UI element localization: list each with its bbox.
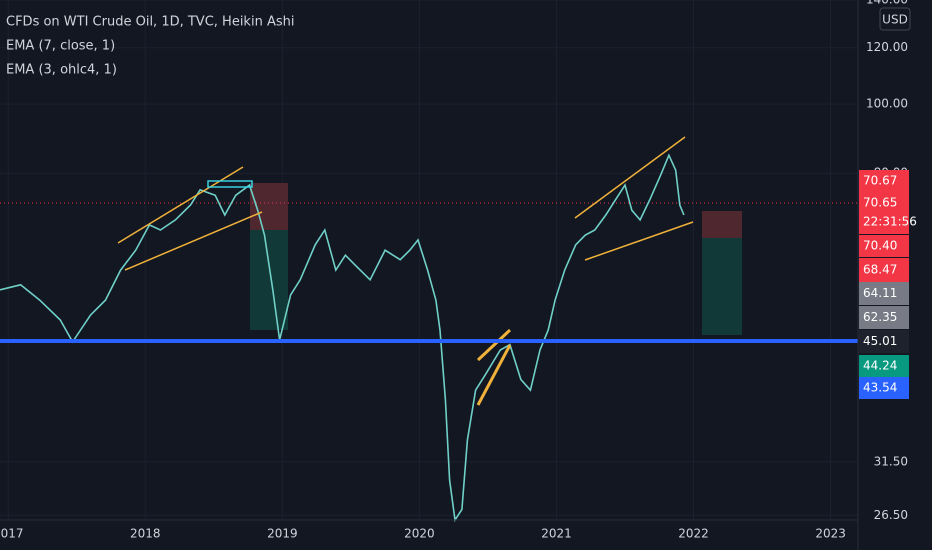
x-tick-label: 2021: [541, 527, 572, 541]
price-label-box: [859, 355, 909, 377]
x-tick-label: 2019: [267, 527, 298, 541]
price-label: 64.11: [863, 286, 897, 300]
stop-zone: [702, 211, 742, 238]
price-line: [0, 153, 685, 523]
y-tick-label: 120.00: [866, 40, 908, 54]
trendline: [124, 211, 263, 271]
price-label: 70.65: [863, 196, 897, 210]
x-tick-label: 2020: [404, 527, 435, 541]
price-label-box: [859, 192, 909, 234]
price-label: 70.40: [863, 239, 897, 253]
top-box: [207, 180, 253, 188]
price-label: 62.35: [863, 310, 897, 324]
x-tick-label: 2022: [678, 527, 709, 541]
x-tick-label: 2023: [815, 527, 846, 541]
countdown: 22:31:56: [863, 215, 917, 229]
price-label: 70.67: [863, 174, 897, 188]
y-tick-label: 100.00: [866, 97, 908, 111]
price-label-box: [859, 235, 909, 257]
target-zone: [250, 230, 288, 330]
indicator: EMA (7, close, 1): [6, 39, 115, 54]
price-label-box: [859, 330, 909, 353]
trendline: [476, 328, 512, 362]
price-label: 44.24: [863, 359, 897, 373]
trendline: [574, 136, 686, 219]
y-tick-label: 31.50: [874, 454, 908, 468]
chart-title: CFDs on WTI Crude Oil, 1D, TVC, Heikin A…: [6, 15, 294, 30]
price-label-box: [859, 258, 909, 282]
price-label: 68.47: [863, 263, 897, 277]
indicator: EMA (3, ohlc4, 1): [6, 63, 117, 78]
x-tick-label: 2018: [130, 527, 161, 541]
price-label: 43.54: [863, 381, 897, 395]
trendline: [117, 166, 244, 244]
price-label-box: [859, 377, 909, 399]
currency-button[interactable]: [879, 7, 911, 31]
currency[interactable]: USD: [882, 13, 908, 27]
target-zone: [702, 238, 742, 335]
x-tick-label: 2017: [0, 527, 23, 541]
price-label-box: [859, 306, 909, 329]
price-label-box: [859, 170, 909, 192]
trendline: [476, 344, 512, 406]
y-tick-label: 140.00: [866, 0, 908, 7]
trendline: [584, 221, 694, 261]
price-label-box: [859, 282, 909, 305]
y-tick-label: 26.50: [874, 508, 908, 522]
price-label: 45.01: [863, 334, 897, 348]
